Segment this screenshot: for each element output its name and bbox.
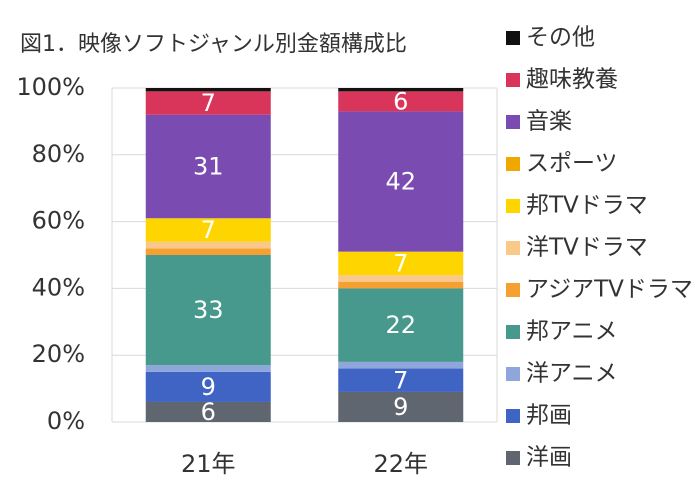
legend-label: 邦画 [526, 403, 572, 429]
x-tick-label: 22年 [373, 450, 428, 478]
legend-swatch [506, 199, 520, 213]
y-tick-label: 100% [16, 73, 85, 101]
legend-swatch [506, 115, 520, 129]
bar-segment [145, 241, 271, 249]
legend-swatch [506, 283, 520, 297]
bar-segment [338, 111, 464, 252]
bar-segment [145, 401, 271, 422]
legend-label: スポーツ [526, 151, 618, 177]
bar-segment [145, 371, 271, 402]
legend-label: 邦アニメ [526, 319, 618, 345]
legend-label: 邦TVドラマ [526, 193, 648, 219]
bar-segment [145, 255, 271, 366]
legend-swatch [506, 409, 520, 423]
bar-segment [338, 288, 464, 362]
data-label: 6 [201, 398, 216, 426]
y-tick-label: 60% [32, 207, 85, 235]
legend-label: 音楽 [526, 109, 572, 135]
legend-swatch [506, 451, 520, 465]
legend-label: 洋TVドラマ [526, 235, 648, 261]
x-tick-label: 21年 [181, 450, 236, 478]
bar-segment [145, 248, 271, 255]
y-tick-label: 80% [32, 140, 85, 168]
data-label: 7 [201, 216, 216, 244]
legend-label: その他 [526, 25, 595, 51]
bar-segment [338, 281, 464, 289]
legend-label: 洋画 [526, 445, 572, 471]
bar-segment [145, 114, 271, 219]
legend-label: 洋アニメ [526, 361, 618, 387]
data-label: 7 [393, 366, 408, 394]
data-label: 22 [385, 311, 416, 339]
bar-segment [145, 88, 271, 92]
legend-swatch [506, 157, 520, 171]
data-label: 7 [393, 249, 408, 277]
y-tick-label: 40% [32, 273, 85, 301]
bar-segment [145, 365, 271, 372]
data-label: 9 [393, 393, 408, 421]
data-label: 9 [201, 373, 216, 401]
bar-segment [338, 251, 464, 276]
y-tick-label: 20% [32, 340, 85, 368]
data-label: 6 [393, 87, 408, 115]
legend-swatch [506, 241, 520, 255]
bar-segment [338, 91, 464, 112]
legend-swatch [506, 73, 520, 87]
legend-swatch [506, 367, 520, 381]
bar-segment [338, 88, 464, 92]
data-label: 7 [201, 89, 216, 117]
bar-segment [338, 391, 464, 422]
bar-segment [338, 275, 464, 282]
y-tick-label: 0% [47, 407, 85, 435]
data-label: 42 [385, 168, 416, 196]
bar-segment [338, 368, 464, 392]
bar-segment [338, 361, 464, 369]
data-label: 31 [193, 152, 224, 180]
legend-label: 趣味教養 [526, 67, 618, 93]
legend-label: アジアTVドラマ [526, 277, 693, 303]
legend-swatch [506, 31, 520, 45]
legend-swatch [506, 325, 520, 339]
chart-title: 図1．映像ソフトジャンル別金額構成比 [20, 32, 407, 57]
bar-segment [145, 91, 271, 115]
bar-segment [145, 218, 271, 242]
data-label: 33 [193, 296, 224, 324]
